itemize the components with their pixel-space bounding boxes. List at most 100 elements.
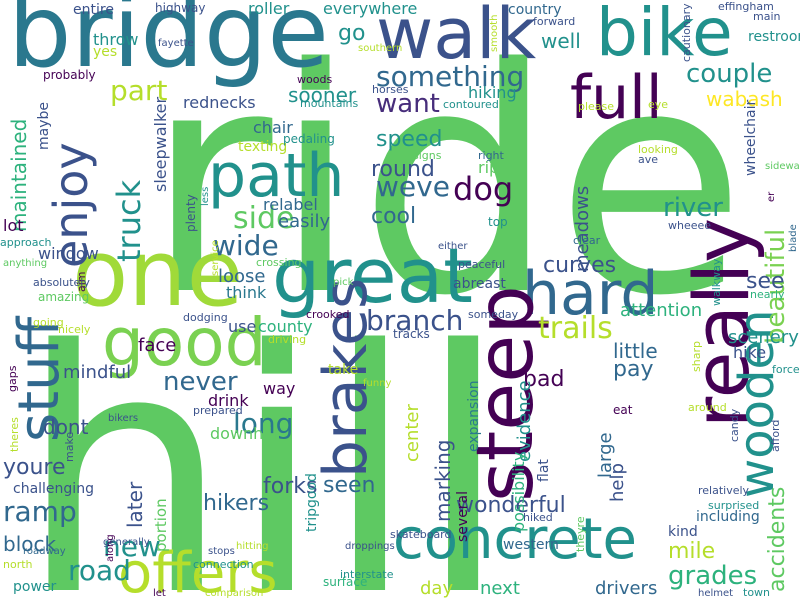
word: crossing [256, 256, 302, 269]
word: dog [453, 170, 513, 208]
word: along [105, 534, 116, 562]
word: main [753, 10, 781, 23]
word: connection [193, 558, 254, 571]
word: effingham [718, 0, 774, 13]
word: chair [253, 118, 293, 137]
word: marking [431, 440, 455, 522]
word: ramp [3, 495, 77, 528]
word: bikers [108, 413, 138, 424]
word: hard [522, 259, 659, 329]
word: probably [43, 68, 96, 82]
word: later [123, 481, 147, 528]
word: county [258, 317, 313, 336]
word: stuff [7, 315, 72, 442]
word: dont [43, 415, 89, 439]
word: relatively [698, 484, 750, 497]
word: rip [478, 158, 499, 177]
word: part [110, 74, 167, 107]
word: meadows [572, 186, 593, 272]
word: face [138, 335, 176, 356]
word: downhill [210, 424, 277, 443]
word: ave [638, 153, 658, 166]
word: make [63, 432, 76, 462]
word: tripgood [304, 473, 320, 532]
word: bridge [8, 0, 329, 90]
word: steep [461, 285, 551, 502]
word: either [438, 241, 468, 252]
word: horses [372, 83, 409, 96]
word: drink [208, 391, 249, 410]
word: wonderful [456, 493, 566, 518]
word: flat [536, 459, 552, 482]
word: branch [366, 304, 463, 337]
word: never [163, 367, 238, 397]
word: wooden [729, 310, 785, 498]
word: mile [668, 539, 715, 564]
word: wide [213, 229, 279, 262]
word: entire [73, 2, 114, 18]
word: please [578, 100, 614, 113]
word: curves [543, 253, 616, 278]
word: long [233, 407, 293, 440]
word: great [272, 231, 473, 320]
word: someday [468, 308, 519, 321]
word: absolutely [33, 276, 90, 289]
word: wheelchair [743, 100, 759, 176]
word: way [263, 379, 295, 398]
word: restrooms [748, 29, 800, 45]
word: skateboard [390, 528, 452, 541]
word: north [3, 558, 33, 571]
word: hill [18, 280, 510, 600]
word: going [33, 316, 64, 329]
word: pedaling [283, 132, 335, 146]
word: good [102, 304, 267, 381]
word: interstate [340, 568, 394, 581]
word: bad [523, 367, 564, 392]
word: rednecks [183, 93, 256, 112]
word: candy [728, 408, 741, 442]
word: throw [93, 30, 139, 49]
word: sleepwalker [151, 97, 170, 193]
word: hiked [523, 511, 553, 524]
word: contoured [443, 98, 499, 111]
word: scenery [728, 327, 799, 348]
word: let [153, 588, 166, 599]
word: road [68, 554, 131, 587]
word: help [607, 463, 628, 502]
word: concrete [393, 507, 637, 572]
word: nearly [750, 288, 785, 301]
word: helmet [698, 588, 733, 599]
word: use [228, 317, 256, 336]
word: funny [363, 378, 392, 389]
word: forward [533, 15, 575, 28]
word: trails [538, 311, 613, 346]
word: seen [323, 473, 375, 498]
word: next [480, 578, 520, 599]
word: including [696, 509, 760, 525]
word: portion [152, 498, 170, 552]
word: theyre [574, 516, 587, 552]
word: side [233, 201, 294, 236]
word: sidewalk [765, 161, 800, 172]
word: block [3, 532, 56, 556]
word: offers [118, 541, 278, 600]
word: window [38, 244, 99, 263]
word: lot [3, 216, 24, 235]
word: droppings [345, 541, 395, 552]
word: well [541, 29, 581, 53]
word: maybe [36, 102, 52, 150]
word: walkway [710, 258, 723, 306]
word: speed [376, 127, 442, 152]
word: take [328, 362, 358, 378]
word: service [210, 240, 221, 276]
word: approach [0, 236, 52, 249]
word: texting [238, 139, 287, 155]
word: afford [769, 420, 782, 452]
word: mindful [63, 362, 131, 383]
word: weve [376, 170, 450, 203]
word: theres [8, 417, 21, 452]
word: nicely [58, 323, 91, 336]
word: ride [145, 3, 746, 364]
